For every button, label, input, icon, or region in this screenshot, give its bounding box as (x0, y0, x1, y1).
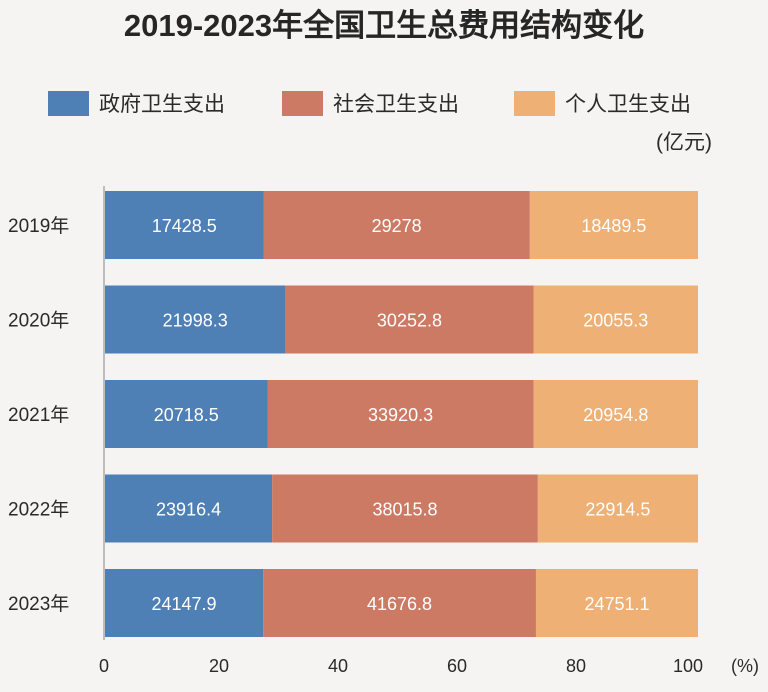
data-label-4-3: 22914.5 (585, 500, 650, 520)
bar-4-series-2 (272, 474, 538, 543)
data-label-4-1: 23916.4 (156, 500, 221, 520)
bar-4-series-3 (537, 474, 698, 543)
data-label-5-3: 24751.1 (584, 594, 649, 614)
x-tick-label-5: 80 (566, 656, 586, 676)
x-tick-label-3: 40 (328, 656, 348, 676)
bar-5-series-3 (535, 569, 698, 637)
bar-1-series-1 (105, 191, 264, 259)
chart-title: 2019-2023年全国卫生总费用结构变化 (124, 8, 644, 43)
bar-5-series-1 (105, 569, 264, 637)
legend-label-3: 个人卫生支出 (565, 93, 691, 116)
bar-3-series-3 (533, 380, 698, 448)
category-label-5: 2023年 (8, 593, 69, 615)
data-label-2-1: 21998.3 (163, 311, 228, 331)
bar-3-series-2 (267, 380, 534, 448)
x-tick-label-4: 60 (447, 656, 467, 676)
data-label-1-1: 17428.5 (152, 216, 217, 236)
data-label-3-2: 33920.3 (368, 405, 433, 425)
unit-label: (亿元) (656, 131, 712, 154)
x-tick-label-1: 0 (99, 656, 109, 676)
bar-2-series-1 (105, 285, 286, 354)
x-tick-label-2: 20 (209, 656, 229, 676)
category-labels: 2019年 2020年 2021年 2022年 2023年 (8, 215, 69, 615)
data-label-1-3: 18489.5 (581, 216, 646, 236)
x-axis-ticks: 0 20 40 60 80 100 (99, 656, 703, 676)
data-label-3-3: 20954.8 (583, 405, 648, 425)
bar-2-series-2 (285, 285, 534, 354)
data-label-5-1: 24147.9 (152, 594, 217, 614)
data-label-4-2: 38015.8 (372, 500, 437, 520)
bar-4-series-1 (105, 474, 273, 543)
category-label-4: 2022年 (8, 499, 69, 521)
bar-3-series-1 (105, 380, 268, 448)
x-tick-label-6: 100 (673, 656, 703, 676)
legend-label-1: 政府卫生支出 (99, 93, 225, 116)
x-axis-unit: (%) (731, 656, 759, 676)
data-label-5-2: 41676.8 (367, 594, 432, 614)
legend-swatch-2 (282, 91, 323, 116)
legend-label-2: 社会卫生支出 (333, 93, 459, 116)
category-label-1: 2019年 (8, 215, 69, 237)
category-label-2: 2020年 (8, 310, 69, 332)
legend: 政府卫生支出 社会卫生支出 个人卫生支出 (48, 91, 691, 116)
bar-5-series-2 (263, 569, 536, 637)
bar-1-series-2 (263, 191, 530, 259)
category-label-3: 2021年 (8, 404, 69, 426)
data-label-1-2: 29278 (372, 216, 422, 236)
bar-1-series-3 (529, 191, 698, 259)
data-label-2-2: 30252.8 (377, 311, 442, 331)
bar-2-series-3 (533, 285, 698, 354)
bars: 17428.5 29278 18489.5 21998.3 30252.8 20055.3… (105, 191, 698, 637)
legend-swatch-3 (514, 91, 555, 116)
data-label-3-1: 20718.5 (154, 405, 219, 425)
data-label-2-3: 20055.3 (583, 311, 648, 331)
legend-swatch-1 (48, 91, 89, 116)
